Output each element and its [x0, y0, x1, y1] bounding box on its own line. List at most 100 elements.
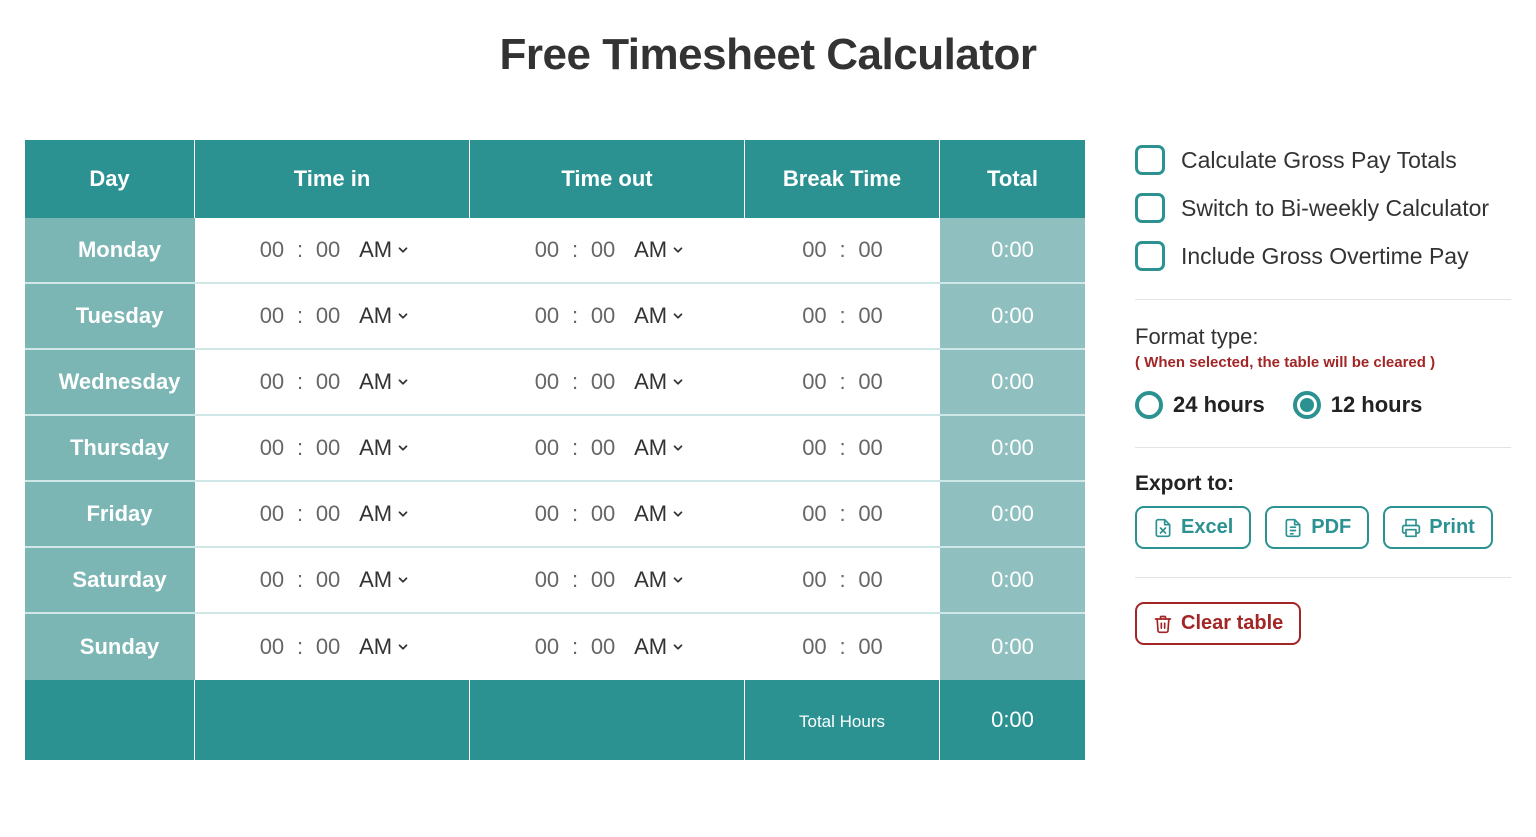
timesheet-table-wrap: Day Time in Time out Break Time Total Mo…: [25, 140, 1085, 760]
time-out-hours-input[interactable]: 00: [530, 634, 564, 660]
time-in-hours-input[interactable]: 00: [255, 501, 289, 527]
time-out-cell: 00:00AM: [470, 218, 745, 284]
format-type-label: Format type:: [1135, 324, 1511, 350]
radio-icon[interactable]: [1135, 391, 1163, 419]
ampm-value: AM: [359, 501, 392, 527]
day-cell: Wednesday: [25, 350, 195, 416]
options-panel: Calculate Gross Pay Totals Switch to Bi-…: [1135, 140, 1511, 645]
time-out-ampm-select[interactable]: AM: [634, 435, 685, 461]
break-hours-input[interactable]: 00: [797, 501, 831, 527]
time-out-minutes-input[interactable]: 00: [586, 303, 620, 329]
radio-12-hours[interactable]: 12 hours: [1293, 391, 1423, 419]
time-in-ampm-select[interactable]: AM: [359, 435, 410, 461]
day-cell: Sunday: [25, 614, 195, 680]
time-out-ampm-select[interactable]: AM: [634, 634, 685, 660]
time-in-hours-input[interactable]: 00: [255, 567, 289, 593]
divider: [1135, 447, 1511, 448]
break-hours-input[interactable]: 00: [797, 369, 831, 395]
timesheet-table: Day Time in Time out Break Time Total Mo…: [25, 140, 1085, 760]
break-minutes-input[interactable]: 00: [854, 435, 888, 461]
time-in-ampm-select[interactable]: AM: [359, 567, 410, 593]
checkbox-icon[interactable]: [1135, 193, 1165, 223]
day-cell: Monday: [25, 218, 195, 284]
break-cell: 00:00: [745, 350, 940, 416]
break-hours-input[interactable]: 00: [797, 634, 831, 660]
time-out-hours-input[interactable]: 00: [530, 237, 564, 263]
time-out-hours-input[interactable]: 00: [530, 369, 564, 395]
checkbox-icon[interactable]: [1135, 241, 1165, 271]
option-label: Include Gross Overtime Pay: [1181, 243, 1469, 270]
time-in-ampm-select[interactable]: AM: [359, 369, 410, 395]
break-minutes-input[interactable]: 00: [854, 501, 888, 527]
time-out-ampm-select[interactable]: AM: [634, 369, 685, 395]
break-minutes-input[interactable]: 00: [854, 303, 888, 329]
time-out-minutes-input[interactable]: 00: [586, 567, 620, 593]
button-label: Excel: [1181, 516, 1233, 539]
time-in-hours-input[interactable]: 00: [255, 237, 289, 263]
divider: [1135, 577, 1511, 578]
break-hours-input[interactable]: 00: [797, 237, 831, 263]
time-out-minutes-input[interactable]: 00: [586, 435, 620, 461]
time-in-ampm-select[interactable]: AM: [359, 303, 410, 329]
colon: :: [839, 567, 845, 593]
time-in-minutes-input[interactable]: 00: [311, 501, 345, 527]
break-minutes-input[interactable]: 00: [854, 369, 888, 395]
colon: :: [839, 634, 845, 660]
footer-row: Total Hours 0:00: [25, 680, 1085, 760]
time-in-minutes-input[interactable]: 00: [311, 369, 345, 395]
break-minutes-input[interactable]: 00: [854, 237, 888, 263]
time-in-hours-input[interactable]: 00: [255, 369, 289, 395]
time-in-minutes-input[interactable]: 00: [311, 303, 345, 329]
format-warning: ( When selected, the table will be clear…: [1135, 354, 1511, 371]
chevron-down-icon: [396, 243, 410, 257]
time-out-minutes-input[interactable]: 00: [586, 634, 620, 660]
radio-24-hours[interactable]: 24 hours: [1135, 391, 1265, 419]
clear-table-button[interactable]: Clear table: [1135, 602, 1301, 645]
time-in-hours-input[interactable]: 00: [255, 303, 289, 329]
break-hours-input[interactable]: 00: [797, 435, 831, 461]
divider: [1135, 299, 1511, 300]
ampm-value: AM: [634, 369, 667, 395]
time-in-ampm-select[interactable]: AM: [359, 501, 410, 527]
time-out-ampm-select[interactable]: AM: [634, 303, 685, 329]
export-pdf-button[interactable]: PDF: [1265, 506, 1369, 549]
break-hours-input[interactable]: 00: [797, 303, 831, 329]
time-out-ampm-select[interactable]: AM: [634, 567, 685, 593]
row-total: 0:00: [940, 350, 1085, 416]
time-out-hours-input[interactable]: 00: [530, 567, 564, 593]
chevron-down-icon: [396, 573, 410, 587]
time-in-minutes-input[interactable]: 00: [311, 634, 345, 660]
time-in-cell: 00:00AM: [195, 218, 470, 284]
option-overtime[interactable]: Include Gross Overtime Pay: [1135, 241, 1511, 271]
file-pdf-icon: [1283, 518, 1303, 538]
time-in-hours-input[interactable]: 00: [255, 435, 289, 461]
time-out-minutes-input[interactable]: 00: [586, 369, 620, 395]
time-in-hours-input[interactable]: 00: [255, 634, 289, 660]
break-hours-input[interactable]: 00: [797, 567, 831, 593]
time-out-ampm-select[interactable]: AM: [634, 237, 685, 263]
time-out-hours-input[interactable]: 00: [530, 501, 564, 527]
radio-icon[interactable]: [1293, 391, 1321, 419]
option-biweekly[interactable]: Switch to Bi-weekly Calculator: [1135, 193, 1511, 223]
table-row: Friday00:00AM00:00AM00:000:00: [25, 482, 1085, 548]
option-label: Switch to Bi-weekly Calculator: [1181, 195, 1489, 222]
button-label: Clear table: [1181, 612, 1283, 635]
print-button[interactable]: Print: [1383, 506, 1493, 549]
time-in-minutes-input[interactable]: 00: [311, 237, 345, 263]
time-out-hours-input[interactable]: 00: [530, 303, 564, 329]
time-out-minutes-input[interactable]: 00: [586, 501, 620, 527]
time-in-ampm-select[interactable]: AM: [359, 634, 410, 660]
time-out-ampm-select[interactable]: AM: [634, 501, 685, 527]
break-minutes-input[interactable]: 00: [854, 567, 888, 593]
checkbox-icon[interactable]: [1135, 145, 1165, 175]
time-out-minutes-input[interactable]: 00: [586, 237, 620, 263]
time-in-cell: 00:00AM: [195, 482, 470, 548]
export-excel-button[interactable]: Excel: [1135, 506, 1251, 549]
time-in-ampm-select[interactable]: AM: [359, 237, 410, 263]
time-in-minutes-input[interactable]: 00: [311, 435, 345, 461]
time-in-minutes-input[interactable]: 00: [311, 567, 345, 593]
break-minutes-input[interactable]: 00: [854, 634, 888, 660]
time-out-hours-input[interactable]: 00: [530, 435, 564, 461]
option-gross-pay[interactable]: Calculate Gross Pay Totals: [1135, 145, 1511, 175]
ampm-value: AM: [359, 634, 392, 660]
